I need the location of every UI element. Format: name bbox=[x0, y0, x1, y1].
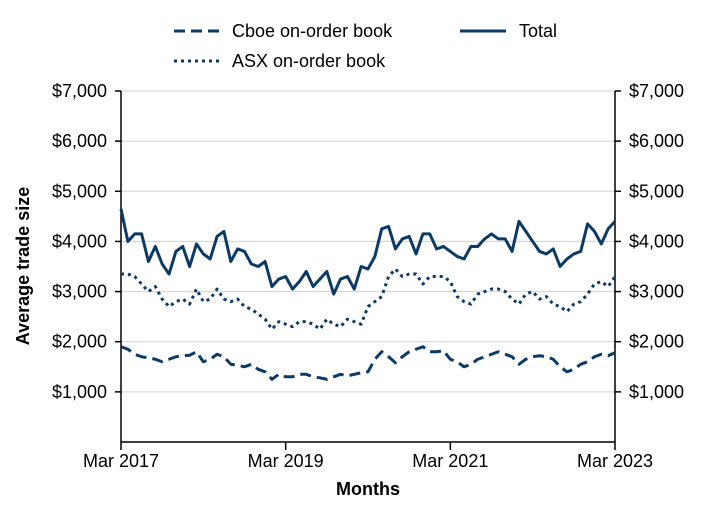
series-line-total bbox=[119, 208, 617, 296]
y-tick-label-left: $2,000 bbox=[52, 332, 107, 352]
legend-label-asx: ASX on-order book bbox=[232, 51, 386, 71]
y-axis-left: $1,000 $2,000 $3,000 $4,000 $5,000 $6,000 $7,0… bbox=[52, 81, 121, 402]
x-tick-label: Mar 2017 bbox=[83, 451, 159, 471]
y-axis-title: Average trade size bbox=[13, 187, 33, 345]
y-tick-label-right: $6,000 bbox=[629, 131, 684, 151]
y-tick-label-left: $5,000 bbox=[52, 181, 107, 201]
y-tick-label-left: $3,000 bbox=[52, 282, 107, 302]
x-tick-label: Mar 2019 bbox=[248, 451, 324, 471]
legend-label-total: Total bbox=[519, 21, 557, 41]
legend: Cboe on-order book Total ASX on-order bo… bbox=[174, 21, 557, 71]
y-tick-label-right: $1,000 bbox=[629, 382, 684, 402]
y-tick-label-left: $7,000 bbox=[52, 81, 107, 101]
series-line-asx-on-order-book bbox=[121, 267, 617, 331]
series-line-cboe-on-order-book bbox=[120, 345, 616, 381]
y-tick-label-right: $2,000 bbox=[629, 332, 684, 352]
y-tick-label-right: $3,000 bbox=[629, 282, 684, 302]
x-tick-label: Mar 2021 bbox=[412, 451, 488, 471]
x-tick-label: Mar 2023 bbox=[577, 451, 653, 471]
y-tick-label-right: $5,000 bbox=[629, 181, 684, 201]
y-tick-label-left: $1,000 bbox=[52, 382, 107, 402]
y-tick-label-left: $6,000 bbox=[52, 131, 107, 151]
legend-label-cboe: Cboe on-order book bbox=[232, 21, 393, 41]
y-tick-label-right: $4,000 bbox=[629, 231, 684, 251]
x-axis-title: Months bbox=[336, 479, 400, 499]
y-axis-right: $1,000 $2,000 $3,000 $4,000 $5,000 $6,000 $7,0… bbox=[615, 81, 684, 402]
y-tick-label-left: $4,000 bbox=[52, 231, 107, 251]
gridlines bbox=[121, 90, 615, 393]
x-axis: Mar 2017 Mar 2019 Mar 2021 Mar 2023 bbox=[83, 442, 653, 471]
y-tick-label-right: $7,000 bbox=[629, 81, 684, 101]
series-group bbox=[119, 208, 617, 381]
